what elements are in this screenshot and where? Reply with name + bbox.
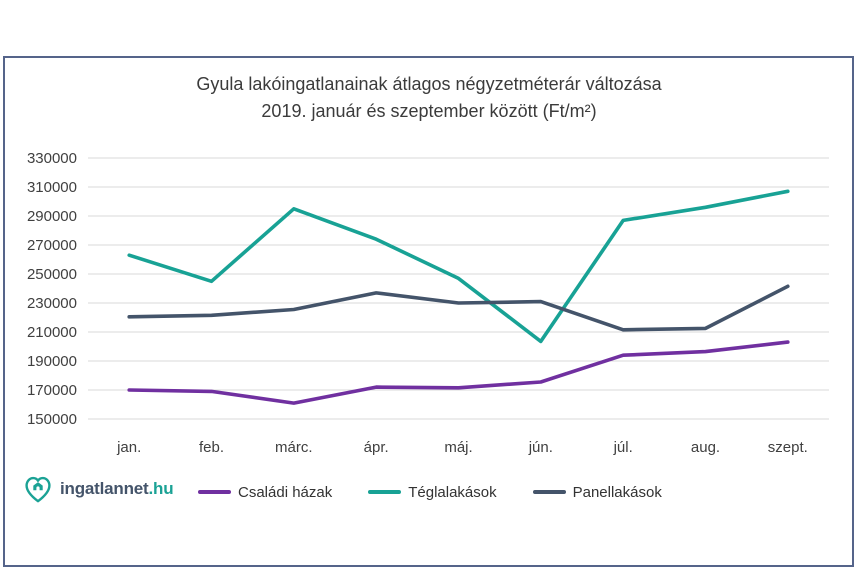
y-axis-tick-label: 170000 (27, 382, 77, 399)
chart-title: Gyula lakóingatlanainak átlagos négyzetm… (0, 71, 858, 125)
y-axis-tick-label: 230000 (27, 295, 77, 312)
y-axis-tick-label: 310000 (27, 179, 77, 196)
heart-house-icon (25, 476, 51, 503)
y-axis-tick-label: 330000 (27, 150, 77, 167)
y-axis-tick-label: 190000 (27, 353, 77, 370)
legend-label-csaladi-hazak: Családi házak (238, 483, 333, 501)
legend-item-panellakasok: Panellakások (532, 483, 662, 501)
legend-item-teglalakasok: Téglalakások (368, 483, 497, 501)
legend-label-panellakasok: Panellakások (572, 483, 662, 501)
y-axis-tick-label: 290000 (27, 208, 77, 225)
x-axis-tick-label: szept. (768, 439, 808, 456)
x-axis-tick-label: jún. (528, 439, 553, 456)
legend-marker-teglalakasok (368, 489, 402, 495)
logo-brand: ingatlannet (60, 479, 149, 498)
x-axis-tick-label: máj. (444, 439, 472, 456)
y-axis-tick-label: 250000 (27, 266, 77, 283)
legend-marker-csaladi-hazak (198, 489, 231, 495)
x-axis-tick-label: júl. (613, 439, 633, 456)
x-axis-tick-label: feb. (199, 439, 224, 456)
x-axis-tick-label: jan. (116, 439, 141, 456)
legend-marker-panellakasok (532, 489, 566, 495)
series-line-3 (127, 284, 790, 332)
series-line-2 (127, 189, 790, 344)
chart-frame (3, 56, 854, 567)
ingatlannet-logo: ingatlannet.hu (22, 473, 174, 505)
y-axis-tick-label: 150000 (27, 411, 77, 428)
x-axis-tick-label: aug. (691, 439, 720, 456)
logo-tld: .hu (148, 479, 174, 498)
legend: Családi házak Téglalakások Panellakások (198, 480, 662, 504)
y-axis-tick-label: 270000 (27, 237, 77, 254)
legend-label-teglalakasok: Téglalakások (408, 483, 497, 501)
series-line-1 (127, 340, 790, 405)
x-axis-tick-label: ápr. (364, 439, 389, 456)
legend-item-csaladi-hazak: Családi házak (198, 484, 332, 501)
y-axis-tick-label: 210000 (27, 324, 77, 341)
chart-title-line-2: 2019. január és szeptember között (Ft/m²… (261, 101, 597, 121)
x-axis-tick-label: márc. (275, 439, 313, 456)
logo-text: ingatlannet.hu (60, 479, 174, 499)
chart-title-line-1: Gyula lakóingatlanainak átlagos négyzetm… (196, 74, 662, 94)
